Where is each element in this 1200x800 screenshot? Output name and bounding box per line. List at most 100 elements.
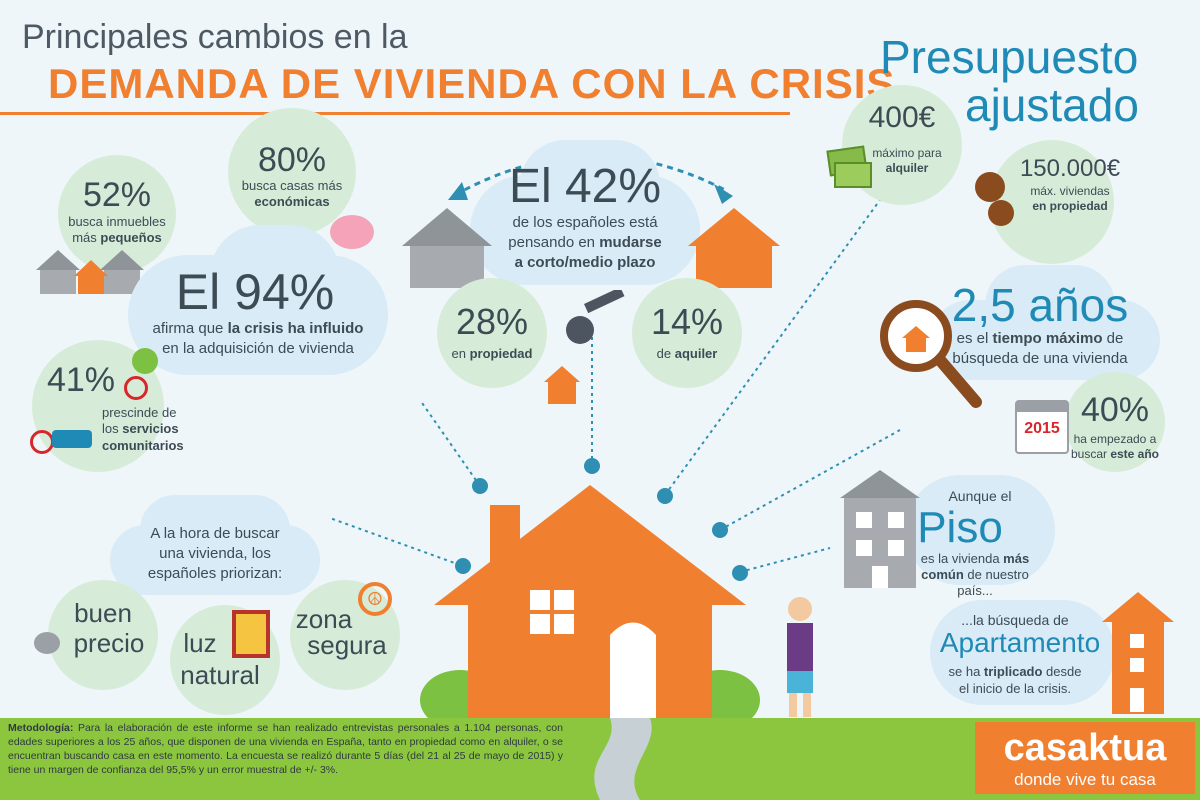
stat14-value: 14%	[650, 301, 724, 342]
header-line2: DEMANDA DE VIVIENDA CON LA CRISIS	[48, 60, 896, 107]
stat40-value: 40%	[1080, 391, 1150, 429]
person-illustration	[787, 597, 813, 717]
search-time-desc1: es el tiempo máximo de	[956, 330, 1124, 347]
stat94-cloud	[210, 225, 340, 325]
buy-desc1: máx. viviendas	[1030, 184, 1110, 198]
priority-price-bubble	[48, 580, 158, 690]
priority-light-line2: natural	[180, 660, 260, 690]
priority-safety-line1: zona	[295, 604, 353, 634]
budget-title-line2: ajustado	[965, 79, 1139, 131]
rent-desc1: máximo para	[872, 146, 942, 160]
stat40-desc1: ha empezado a	[1073, 432, 1157, 446]
piso-desc2: común de nuestro país...	[921, 567, 1029, 598]
apartamento-word: Apartamento	[939, 627, 1101, 658]
stat52-desc1: busca inmuebles	[68, 214, 166, 229]
orange-house-icon	[688, 208, 780, 288]
stat42-desc3: a corto/medio plazo	[514, 254, 656, 271]
coins-icon	[34, 632, 60, 654]
peace-icon: ☮	[358, 582, 392, 616]
priority-price-line1: buen	[74, 598, 132, 628]
money-bag-icon	[988, 200, 1014, 226]
stat41-desc: prescinde de los servicios comunitarios	[102, 405, 184, 453]
grey-house-icon	[402, 208, 492, 288]
stat28-desc: en propiedad	[451, 346, 533, 361]
buy-value: 150.000€	[1019, 155, 1121, 182]
stat42-cloud	[520, 140, 660, 230]
houses-icon	[36, 250, 144, 294]
calendar-icon: 2015	[1015, 400, 1069, 454]
piso-word: Piso	[917, 503, 1003, 552]
banknote-icon	[834, 162, 872, 188]
stat94-value: El 94%	[175, 264, 335, 320]
buy-desc2: en propiedad	[1032, 199, 1108, 213]
priorities-intro3: españoles priorizan:	[147, 565, 283, 582]
piso-cloud	[905, 475, 1055, 585]
stat41-value: 41%	[46, 361, 116, 399]
apartamento-pre: ...la búsqueda de	[961, 612, 1069, 628]
magnifier-icon	[880, 300, 982, 408]
connector-dot	[455, 558, 471, 574]
money-bag-icon	[975, 172, 1005, 202]
stat52-bubble	[58, 155, 176, 273]
rent-desc2: alquiler	[885, 161, 929, 175]
tree-icon	[132, 348, 158, 374]
central-house-illustration	[420, 485, 760, 725]
header-underline	[0, 112, 790, 115]
calendar-year: 2015	[1024, 420, 1060, 437]
stat94-desc1: afirma que la crisis ha influido	[152, 320, 364, 337]
apartamento-cloud	[930, 600, 1115, 705]
piggy-bank-icon	[330, 215, 374, 249]
stat80-value: 80%	[257, 141, 327, 179]
stat40-desc2: buscar este año	[1070, 447, 1160, 461]
buy-bubble	[990, 140, 1114, 264]
connector-dot	[472, 478, 488, 494]
priority-price-line2: precio	[73, 628, 145, 658]
brand-box: casaktua donde vive tu casa	[975, 722, 1195, 794]
connector-dot	[657, 488, 673, 504]
rent-value: 400€	[868, 101, 936, 134]
methodology-text: Metodología: Para la elaboración de este…	[8, 722, 563, 776]
priorities-cloud	[140, 495, 290, 565]
swimmer-icon	[52, 430, 92, 448]
priorities-intro2: una vivienda, los	[159, 545, 271, 562]
stat28-value: 28%	[455, 301, 529, 342]
connector-dot	[732, 565, 748, 581]
connector-dot	[712, 522, 728, 538]
stat28-bubble	[437, 278, 547, 388]
apartamento-desc1: se ha triplicado desde	[948, 664, 1082, 679]
header-line1: Principales cambios en la	[22, 18, 408, 56]
stat80-bubble	[228, 108, 356, 236]
apartment-building-icon	[840, 470, 920, 588]
stat14-desc: de aquiler	[656, 346, 718, 361]
budget-title-line1: Presupuesto	[880, 31, 1139, 83]
stat42-desc1: de los españoles está	[512, 214, 658, 231]
search-time-value: 2,5 años	[951, 279, 1129, 331]
priority-light-line1: luz	[183, 628, 217, 658]
search-time-cloud	[985, 265, 1115, 345]
brand-name: casaktua	[1003, 727, 1167, 769]
priorities-intro1: A la hora de buscar	[150, 525, 280, 542]
stat80-desc1: busca casas más	[241, 178, 343, 193]
stat94-desc2: en la adquisición de vivienda	[162, 340, 354, 357]
connector-dot	[584, 458, 600, 474]
stat42-value: El 42%	[508, 160, 662, 213]
stat80-desc2: económicas	[254, 194, 330, 209]
key-icon	[544, 290, 625, 404]
path-illustration	[594, 718, 652, 800]
stat52-value: 52%	[82, 176, 152, 214]
stat40-bubble	[1065, 372, 1165, 472]
piso-pre: Aunque el	[948, 488, 1012, 504]
stat42-desc2: pensando en mudarse	[508, 234, 662, 251]
orange-tower-icon	[1102, 592, 1174, 714]
prohibited-icon	[124, 376, 148, 400]
priority-safety-line2: segura	[307, 630, 387, 660]
piso-desc1: es la vivienda más	[920, 551, 1030, 566]
stat52-desc2: más pequeños	[72, 230, 162, 245]
apartamento-desc2: el inicio de la crisis.	[959, 681, 1071, 696]
stat14-bubble	[632, 278, 742, 388]
prohibited-icon	[30, 430, 54, 454]
search-time-desc2: búsqueda de una vivienda	[952, 350, 1128, 367]
brand-tagline: donde vive tu casa	[1014, 770, 1156, 789]
